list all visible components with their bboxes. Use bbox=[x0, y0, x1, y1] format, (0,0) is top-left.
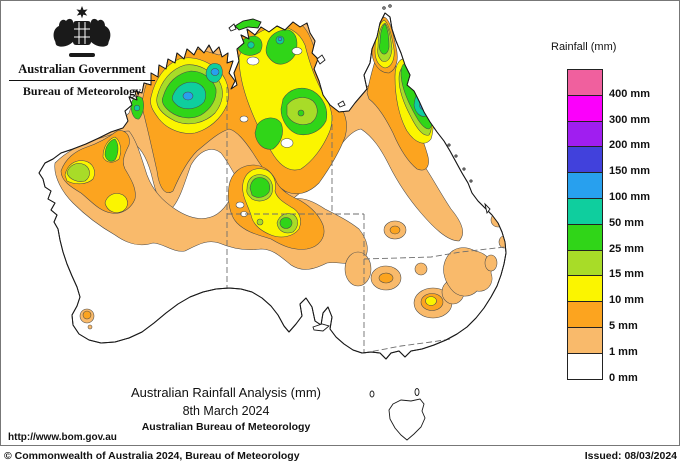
bathurst-island bbox=[228, 23, 237, 32]
map-date: 8th March 2024 bbox=[182, 404, 270, 418]
map-title: Australian Rainfall Analysis (mm) bbox=[130, 385, 321, 400]
legend-label: 400 mm bbox=[609, 87, 650, 100]
legend-block bbox=[568, 224, 602, 251]
legend-label: 300 mm bbox=[609, 113, 650, 126]
map-frame: Australian Government Bureau of Meteorol… bbox=[0, 0, 680, 446]
legend-label: 5 mm bbox=[609, 320, 638, 332]
flinders-island bbox=[414, 388, 420, 396]
legend-block bbox=[568, 70, 602, 96]
shield bbox=[73, 21, 91, 45]
issued-text: Issued: 08/03/2024 bbox=[584, 450, 677, 462]
legend-label: 0 mm bbox=[609, 371, 638, 384]
melville-island bbox=[234, 18, 262, 31]
legend-scale: 400 mm 300 mm 200 mm 150 mm 100 mm 50 mm 25 mm… bbox=[567, 69, 677, 389]
footer: © Commonwealth of Australia 2024, Bureau… bbox=[0, 446, 680, 467]
legend-label: 100 mm bbox=[609, 191, 650, 203]
legend-block bbox=[568, 95, 602, 122]
map-titles: Australian Rainfall Analysis (mm) 8th Ma… bbox=[91, 385, 361, 433]
legend-label: 25 mm bbox=[609, 242, 644, 255]
bom-url: http://www.bom.gov.au bbox=[8, 432, 117, 443]
legend-label: 50 mm bbox=[609, 216, 644, 229]
groote-eylandt bbox=[316, 54, 326, 65]
government-title: Australian Government bbox=[18, 62, 146, 76]
map-source: Australian Bureau of Meteorology bbox=[141, 421, 311, 433]
legend-label: 1 mm bbox=[609, 345, 638, 358]
legend-label: 10 mm bbox=[609, 294, 644, 307]
legend-label: 150 mm bbox=[609, 165, 650, 178]
mornington-island bbox=[337, 100, 346, 108]
legend-block bbox=[568, 302, 602, 328]
emu-silhouette bbox=[86, 18, 111, 47]
scroll-base bbox=[69, 53, 95, 57]
legend-label: 15 mm bbox=[609, 268, 644, 281]
bureau-title: Bureau of Meteorology bbox=[22, 84, 142, 98]
legend-block bbox=[568, 250, 602, 277]
legend-block bbox=[568, 353, 602, 379]
legend-label: 200 mm bbox=[609, 139, 650, 152]
rain-zero-holes bbox=[235, 47, 303, 217]
legend-block bbox=[568, 147, 602, 174]
islands bbox=[228, 4, 491, 441]
state-borders bbox=[226, 87, 506, 354]
legend-block bbox=[568, 276, 602, 303]
kangaroo-island bbox=[312, 323, 330, 332]
commonwealth-star bbox=[76, 6, 88, 19]
australia-rainfall-map bbox=[38, 4, 507, 441]
legend-block bbox=[568, 173, 602, 199]
coastline-stroke bbox=[38, 12, 507, 360]
fraser-island bbox=[484, 202, 491, 215]
rain-layer-100mm bbox=[182, 36, 427, 110]
tasmania bbox=[388, 398, 426, 441]
king-island bbox=[369, 390, 375, 398]
copyright-text: © Commonwealth of Australia 2024, Bureau… bbox=[4, 450, 300, 462]
kangaroo-silhouette bbox=[53, 18, 78, 47]
legend-color-bar bbox=[567, 69, 603, 380]
coat-of-arms-icon bbox=[53, 6, 111, 57]
header-block: Australian Government Bureau of Meteorol… bbox=[7, 5, 157, 99]
legend-block bbox=[568, 121, 602, 148]
legend-block bbox=[568, 198, 602, 225]
header-divider bbox=[9, 80, 155, 81]
legend-block bbox=[568, 327, 602, 354]
legend-title: Rainfall (mm) bbox=[551, 41, 617, 53]
